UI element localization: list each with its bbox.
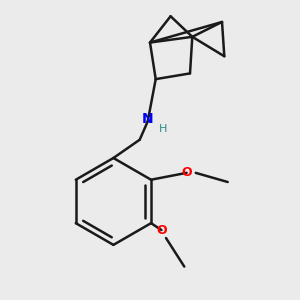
Text: H: H [158, 124, 167, 134]
Text: O: O [156, 224, 167, 236]
Text: N: N [142, 112, 154, 126]
Text: O: O [181, 167, 192, 179]
